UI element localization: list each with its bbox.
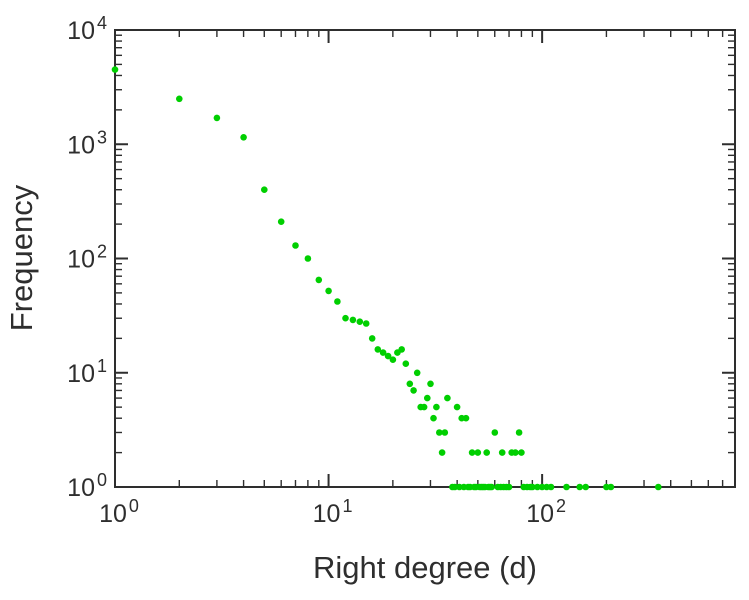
- data-point: [406, 380, 414, 388]
- data-point: [453, 403, 461, 411]
- data-point: [430, 414, 437, 422]
- data-point: [655, 483, 662, 491]
- data-point: [389, 356, 397, 364]
- data-point: [176, 95, 183, 103]
- data-point: [424, 394, 431, 402]
- data-point: [483, 449, 491, 456]
- data-point: [398, 346, 406, 353]
- data-point: [304, 255, 312, 262]
- data-point: [518, 449, 525, 456]
- data-point: [498, 449, 506, 456]
- data-point: [607, 483, 615, 491]
- data-point: [563, 483, 570, 491]
- data-point: [413, 369, 421, 377]
- data-point: [576, 483, 583, 491]
- data-point: [512, 449, 519, 456]
- data-point: [111, 66, 119, 73]
- data-point: [433, 403, 440, 411]
- data-point: [368, 335, 376, 342]
- data-point: [213, 114, 221, 122]
- data-point: [349, 316, 357, 324]
- data-point: [547, 483, 555, 491]
- tick-label: 10 0: [67, 470, 107, 502]
- data-point: [538, 483, 546, 491]
- data-point: [277, 218, 285, 225]
- tick-label: 10 1: [67, 356, 107, 388]
- data-point: [342, 314, 349, 322]
- data-point: [420, 403, 428, 411]
- data-point: [240, 134, 247, 141]
- data-point: [261, 186, 268, 193]
- tick-label: 10 2: [526, 496, 566, 528]
- data-point: [451, 483, 459, 491]
- data-point: [374, 346, 382, 353]
- data-point: [292, 242, 299, 249]
- tick-label: 10 1: [313, 496, 353, 528]
- data-point: [362, 320, 370, 327]
- data-point: [427, 380, 434, 388]
- data-point: [582, 483, 589, 491]
- data-point: [505, 483, 513, 491]
- data-point: [488, 483, 495, 491]
- data-point: [402, 360, 410, 368]
- data-point: [325, 287, 332, 295]
- y-axis-title: Frequency: [4, 184, 39, 332]
- tick-label: 10 2: [67, 242, 107, 274]
- data-point: [515, 429, 523, 436]
- tick-label: 10 3: [67, 127, 107, 159]
- data-point: [444, 394, 451, 402]
- data-point: [491, 429, 499, 436]
- data-point: [441, 429, 449, 436]
- data-point: [410, 387, 417, 394]
- data-point: [436, 429, 443, 436]
- data-point: [334, 298, 341, 305]
- plot-frame: [114, 29, 736, 488]
- data-point: [468, 449, 476, 456]
- data-point: [315, 276, 323, 284]
- x-axis-title: Right degree (d): [312, 550, 537, 585]
- data-point: [474, 449, 482, 456]
- data-point: [384, 352, 392, 360]
- data-point: [379, 349, 387, 356]
- data-point: [462, 414, 470, 422]
- data-point: [356, 318, 364, 326]
- data-point: [438, 449, 446, 456]
- tick-label: 10 0: [99, 496, 139, 528]
- tick-label: 10 4: [67, 13, 107, 45]
- data-point: [529, 483, 536, 491]
- data-point: [534, 483, 541, 491]
